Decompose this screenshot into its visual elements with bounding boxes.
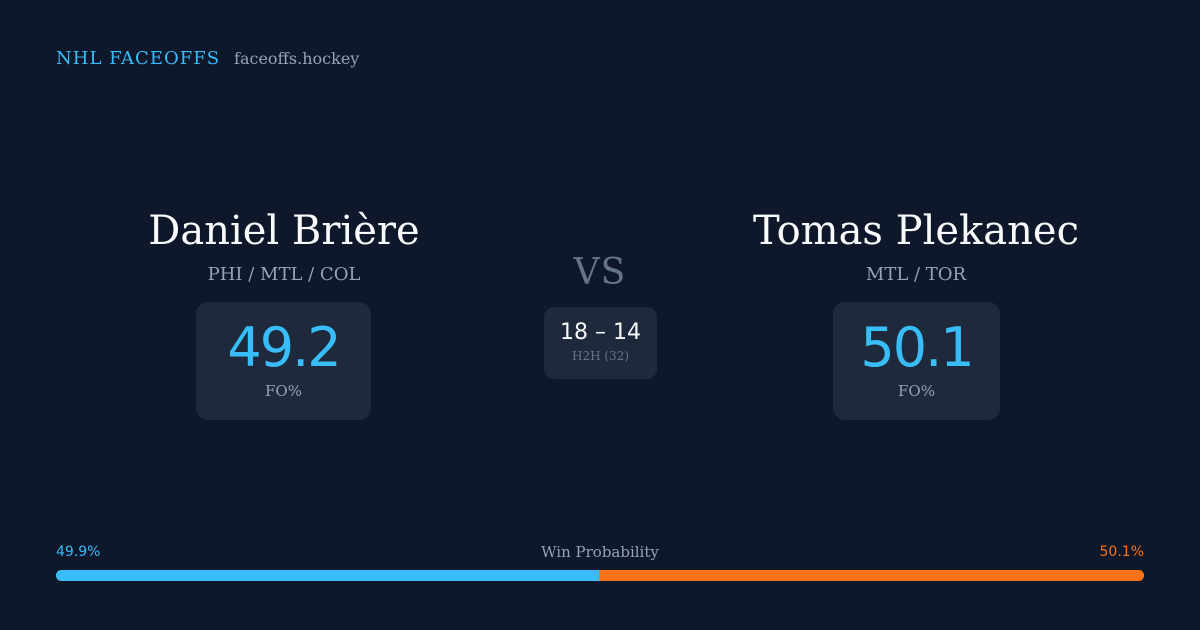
player-right-fo-label: FO% [898,382,935,400]
win-prob-bar-right [598,570,1144,581]
player-right-fo-value: 50.1 [860,316,974,379]
player-left-name: Daniel Brière [148,208,420,254]
win-prob-bar-left [56,570,599,581]
brand-header: NHL FACEOFFS faceoffs.hockey [56,48,359,69]
player-left: Daniel Brière PHI / MTL / COL [54,206,514,285]
win-prob-title: Win Probability [541,543,659,561]
brand-domain: faceoffs.hockey [234,49,360,68]
win-prob-right-label: 50.1% [1099,544,1144,560]
player-right-teams: MTL / TOR [865,264,967,285]
win-prob-bar [56,570,1144,581]
h2h-label: H2H (32) [571,349,629,363]
player-right: Tomas Plekanec MTL / TOR [686,206,1146,285]
h2h-card: 18 – 14 H2H (32) [544,307,657,379]
brand-name: NHL FACEOFFS [56,48,221,69]
player-left-fo-label: FO% [265,382,302,400]
h2h-score: 18 – 14 [560,320,641,345]
player-right-stat-card: 50.1 FO% [833,302,1000,420]
player-left-teams: PHI / MTL / COL [207,264,361,285]
win-prob-left-label: 49.9% [56,544,101,560]
player-left-fo-value: 49.2 [227,316,341,379]
vs-label: VS [573,252,627,293]
player-right-name: Tomas Plekanec [753,208,1079,254]
player-left-stat-card: 49.2 FO% [196,302,371,420]
